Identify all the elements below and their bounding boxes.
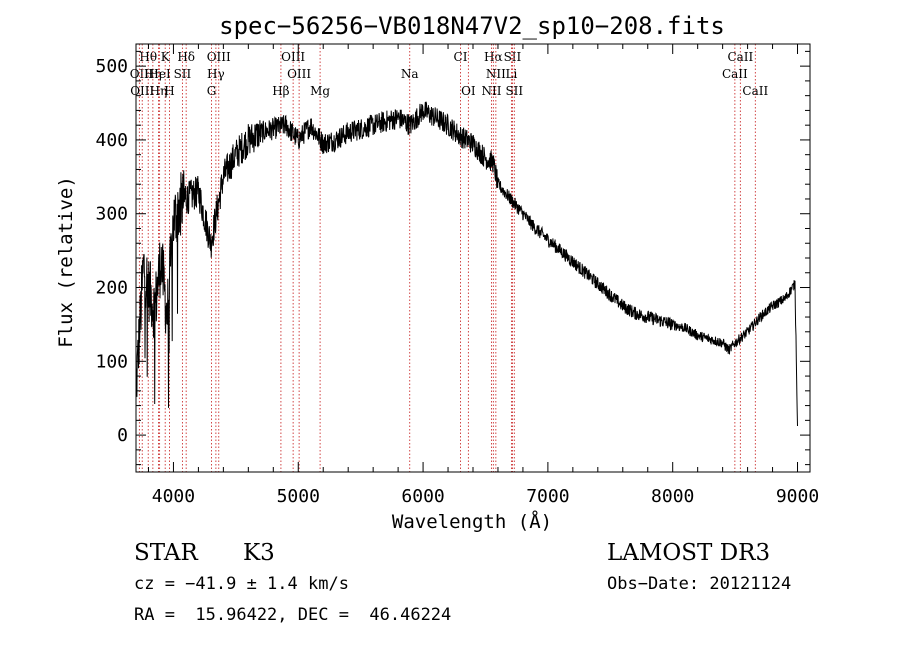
x-axis-label: Wavelength (Å) bbox=[392, 510, 552, 533]
line-marker-label-26: NII bbox=[481, 84, 501, 98]
line-marker-label-12: SII bbox=[174, 67, 192, 81]
line-marker-label-11: HeI bbox=[148, 67, 171, 81]
x-tick-label-7000: 7000 bbox=[526, 486, 569, 507]
y-tick-label-500: 500 bbox=[95, 56, 128, 77]
line-marker-label-10: Hη bbox=[144, 67, 162, 81]
spectrum-series bbox=[135, 101, 798, 427]
coordinates: RA = 15.96422, DEC = 46.46224 bbox=[134, 605, 452, 625]
y-tick-label-100: 100 bbox=[95, 351, 128, 372]
line-marker-label-1: K bbox=[161, 50, 171, 64]
line-marker-label-16: NII bbox=[486, 67, 506, 81]
line-marker-label-0: Hθ bbox=[139, 50, 157, 64]
line-marker-label-5: CI bbox=[454, 50, 468, 64]
line-marker-label-6: Hα bbox=[484, 50, 503, 64]
x-tick-label-4000: 4000 bbox=[152, 486, 195, 507]
redshift-value: cz = −41.9 ± 1.4 km/s bbox=[134, 574, 349, 594]
y-tick-label-0: 0 bbox=[117, 425, 128, 446]
line-marker-label-9: OII bbox=[130, 67, 150, 81]
line-marker-label-21: H bbox=[164, 84, 174, 98]
y-tick-label-400: 400 bbox=[95, 130, 128, 151]
x-tick-label-9000: 9000 bbox=[776, 486, 819, 507]
x-tick-label-6000: 6000 bbox=[401, 486, 444, 507]
line-marker-label-24: Mg bbox=[310, 84, 330, 98]
spectrum-line bbox=[135, 101, 798, 427]
line-marker-label-28: CaII bbox=[742, 84, 768, 98]
survey-name: LAMOST DR3 bbox=[607, 540, 771, 566]
y-axis: 0 100 200 300 400 500 bbox=[95, 50, 810, 466]
line-marker-label-22: G bbox=[207, 84, 217, 98]
x-axis: 4000 5000 6000 7000 8000 9000 bbox=[147, 44, 819, 507]
line-marker-label-27: SII bbox=[505, 84, 523, 98]
y-tick-label-200: 200 bbox=[95, 278, 128, 299]
line-marker-label-17: Li bbox=[506, 67, 518, 81]
object-subclass: K3 bbox=[243, 540, 275, 566]
line-marker-label-20: Hη bbox=[150, 84, 168, 98]
line-marker-label-25: OI bbox=[461, 84, 476, 98]
x-tick-label-8000: 8000 bbox=[651, 486, 694, 507]
obs-date: Obs−Date: 20121124 bbox=[607, 574, 792, 594]
chart-title: spec−56256−VB018N47V2_sp10−208.fits bbox=[219, 12, 725, 40]
line-marker-label-14: OIII bbox=[287, 67, 311, 81]
line-marker-label-7: SII bbox=[504, 50, 522, 64]
line-marker-label-2: Hδ bbox=[177, 50, 195, 64]
line-marker-label-13: Hγ bbox=[207, 67, 225, 81]
y-tick-label-300: 300 bbox=[95, 204, 128, 225]
line-marker-label-8: CaII bbox=[727, 50, 753, 64]
line-marker-label-15: Na bbox=[401, 67, 419, 81]
line-marker-label-3: OIII bbox=[207, 50, 231, 64]
line-marker-label-4: OIII bbox=[281, 50, 305, 64]
plot-frame bbox=[135, 43, 811, 473]
line-marker-label-23: Hβ bbox=[272, 84, 289, 98]
line-marker-label-18: CaII bbox=[722, 67, 748, 81]
x-tick-label-5000: 5000 bbox=[277, 486, 320, 507]
object-type: STAR bbox=[134, 540, 198, 566]
y-axis-label: Flux (relative) bbox=[55, 176, 77, 348]
